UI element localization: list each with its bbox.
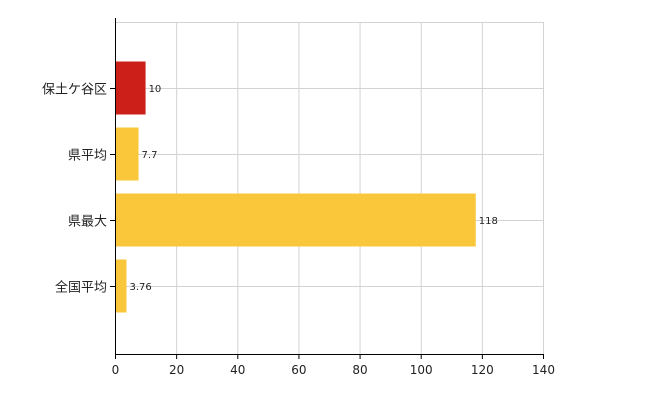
bar-2 (115, 193, 476, 247)
category-label-3: 全国平均 (55, 280, 107, 296)
x-tick-label-20: 20 (169, 363, 184, 377)
data-label-3: 3.76 (129, 282, 151, 293)
grid-lines (115, 22, 544, 354)
bar-3 (115, 259, 127, 313)
x-tick-label-100: 100 (410, 363, 433, 377)
x-tick-label-140: 140 (532, 363, 555, 377)
bar-1 (115, 127, 139, 181)
x-tick-label-120: 120 (471, 363, 494, 377)
category-label-1: 県平均 (68, 149, 107, 164)
category-label-0: 保土ケ谷区 (42, 83, 107, 98)
bar-0 (115, 61, 146, 115)
bars (115, 61, 476, 313)
x-tick-label-60: 60 (291, 363, 306, 377)
labels: 10 7.7 118 3.76 0 20 40 60 80 100 120 140 保土ケ谷区県平均県最… (42, 83, 555, 378)
data-label-0: 10 (149, 84, 162, 95)
data-label-1: 7.7 (142, 150, 158, 161)
axes (110, 18, 544, 359)
x-tick-label-40: 40 (230, 363, 245, 377)
x-tick-label-80: 80 (352, 363, 367, 377)
data-label-2: 118 (479, 216, 498, 227)
category-label-2: 県最大 (68, 215, 107, 230)
x-tick-label-0: 0 (112, 363, 120, 377)
